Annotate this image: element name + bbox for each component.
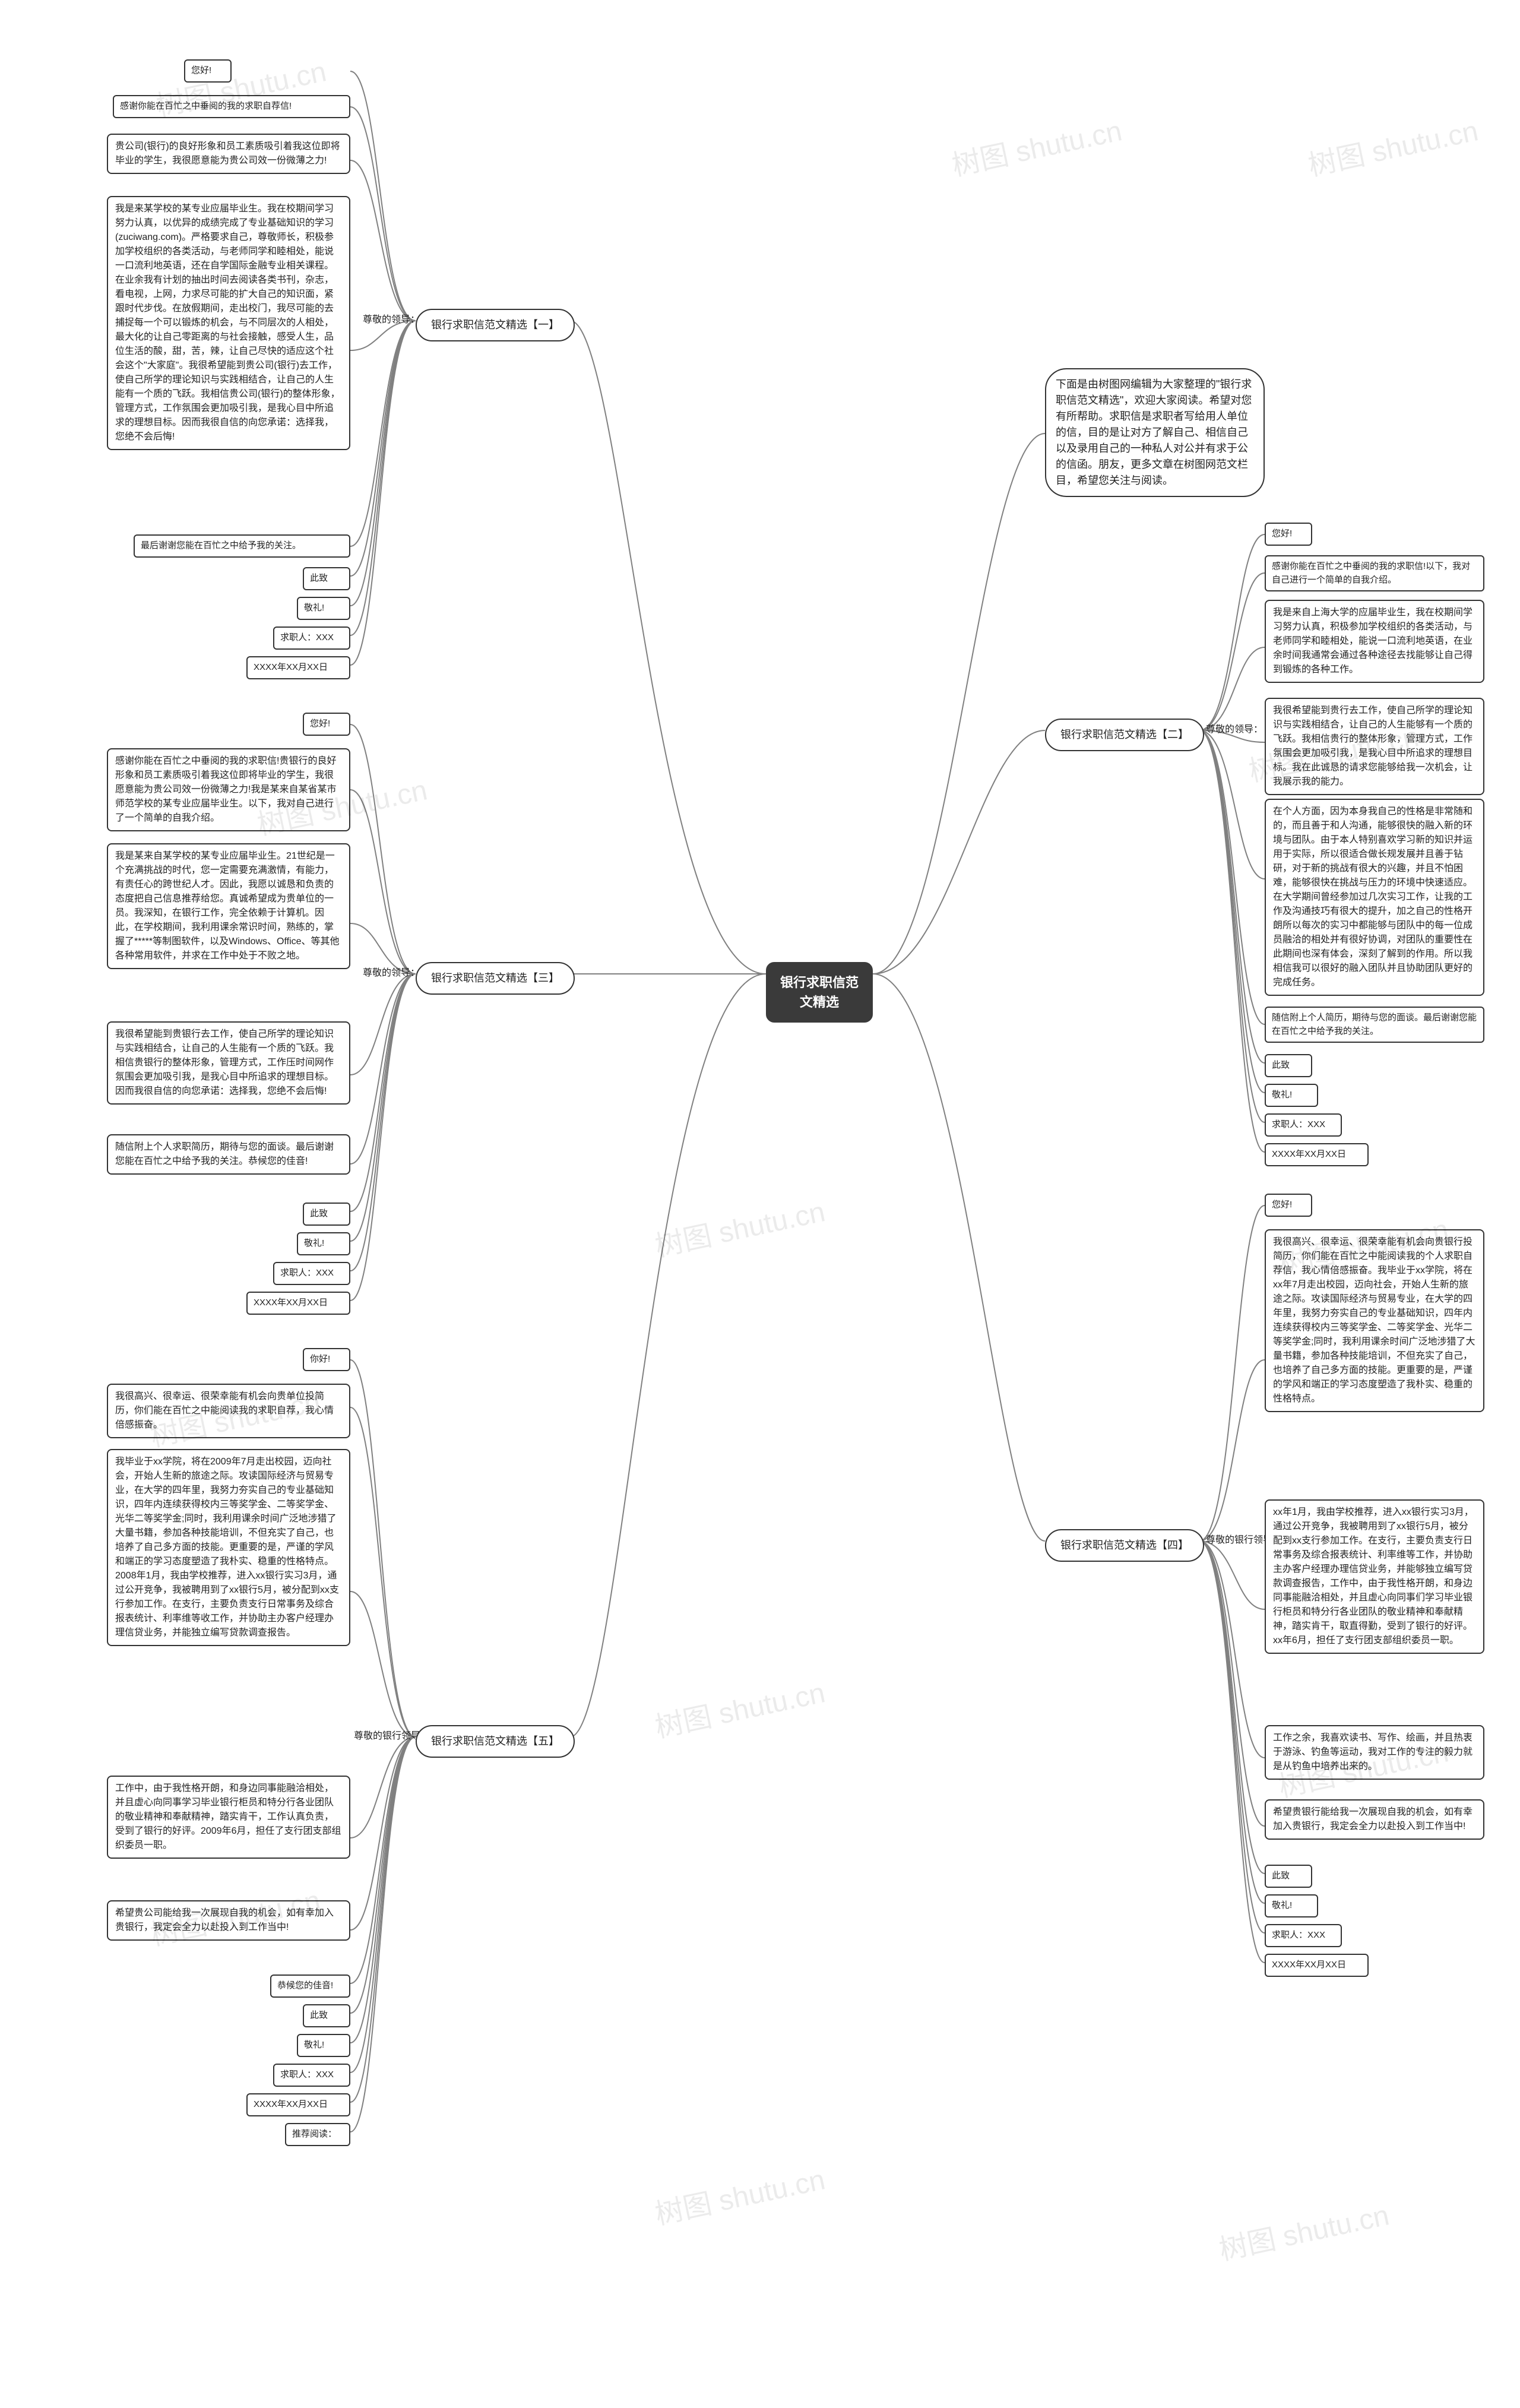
branch-4-item-0: 您好! [1265,1194,1312,1217]
branch-4-item-1: 我很高兴、很幸运、很荣幸能有机会向贵银行投简历，你们能在百忙之中能阅读我的个人求… [1265,1229,1484,1412]
watermark: 树图 shutu.cn [651,1669,828,1746]
watermark: 树图 shutu.cn [948,107,1125,184]
branch-5-item-7: 敬礼! [297,2034,350,2057]
watermark: 树图 shutu.cn [651,1188,828,1265]
branch-5-item-1: 我很高兴、很幸运、很荣幸能有机会向贵单位投简历，你们能在百忙之中能阅读我的求职自… [107,1384,350,1438]
branch-3-item-1: 感谢你能在百忙之中垂阅的我的求职信!贵银行的良好形象和员工素质吸引着我这位即将毕… [107,748,350,831]
branch-1-item-0: 您好! [184,59,232,83]
watermark: 树图 shutu.cn [1215,2192,1392,2268]
root-node[interactable]: 银行求职信范文精选 [766,962,873,1023]
branch-5-item-2: 我毕业于xx学院，将在2009年7月走出校园，迈向社会，开始人生新的旅途之际。攻… [107,1449,350,1646]
branch-4-item-7: 求职人：XXX [1265,1924,1342,1947]
branch-3-item-5: 此致 [303,1203,350,1226]
branch-3-salutation: 尊敬的领导： [359,964,423,983]
branch-1-item-7: 求职人：XXX [273,626,350,650]
branch-1-item-2: 贵公司(银行)的良好形象和员工素质吸引着我这位即将毕业的学生，我很愿意能为贵公司… [107,134,350,174]
branch-2-item-2: 我是来自上海大学的应届毕业生，我在校期间学习努力认真，积极参加学校组织的各类活动… [1265,600,1484,683]
branch-3-title[interactable]: 银行求职信范文精选【三】 [416,962,575,995]
branch-5-item-10: 推荐阅读： [285,2123,350,2146]
branch-3-item-0: 您好! [303,713,350,736]
branch-1-title[interactable]: 银行求职信范文精选【一】 [416,309,575,341]
branch-4-item-3: 工作之余，我喜欢读书、写作、绘画，并且热衷于游泳、钓鱼等运动，我对工作的专注的毅… [1265,1725,1484,1780]
branch-2-item-9: XXXX年XX月XX日 [1265,1143,1369,1166]
branch-5-item-8: 求职人：XXX [273,2064,350,2087]
branch-2-item-1: 感谢你能在百忙之中垂阅的我的求职信!以下，我对自己进行一个简单的自我介绍。 [1265,555,1484,591]
branch-2-item-8: 求职人：XXX [1265,1113,1342,1137]
watermark: 树图 shutu.cn [1304,107,1481,184]
branch-2-item-7: 敬礼! [1265,1084,1318,1107]
branch-2-item-4: 在个人方面，因为本身我自己的性格是非常随和的，而且善于和人沟通，能够很快的融入新… [1265,799,1484,996]
branch-5-item-0: 你好! [303,1348,350,1371]
branch-1-item-1: 感谢你能在百忙之中垂阅的我的求职自荐信! [113,95,350,118]
branch-3-item-8: XXXX年XX月XX日 [246,1292,350,1315]
branch-5-item-4: 希望贵公司能给我一次展现自我的机会，如有幸加入贵银行，我定会全力以赴投入到工作当… [107,1900,350,1941]
branch-5-item-9: XXXX年XX月XX日 [246,2093,350,2116]
branch-3-item-6: 敬礼! [297,1232,350,1255]
branch-5-item-3: 工作中，由于我性格开朗，和身边同事能融洽相处，并且虚心向同事学习毕业银行柜员和特… [107,1776,350,1859]
branch-1-item-3: 我是来某学校的某专业应届毕业生。我在校期间学习努力认真，以优异的成绩完成了专业基… [107,196,350,450]
watermark: 树图 shutu.cn [651,2156,828,2233]
branch-3-item-4: 随信附上个人求职简历，期待与您的面谈。最后谢谢您能在百忙之中给予我的关注。恭候您… [107,1134,350,1175]
branch-4-item-2: xx年1月，我由学校推荐，进入xx银行实习3月，通过公开竞争，我被聘用到了xx银… [1265,1499,1484,1654]
branch-1-item-5: 此致 [303,567,350,590]
branch-5-item-5: 恭候您的佳音! [270,1975,350,1998]
branch-2-salutation: 尊敬的领导： [1202,720,1266,739]
branch-3-item-7: 求职人：XXX [273,1262,350,1285]
branch-2-item-3: 我很希望能到贵行去工作，使自己所学的理论知识与实践相结合，让自己的人生能够有一个… [1265,698,1484,795]
branch-4-item-4: 希望贵银行能给我一次展现自我的机会，如有幸加入贵银行，我定会全力以赴投入到工作当… [1265,1799,1484,1840]
branch-1-item-6: 敬礼! [297,597,350,620]
branch-2-item-5: 随信附上个人简历，期待与您的面谈。最后谢谢您能在百忙之中给予我的关注。 [1265,1007,1484,1043]
branch-3-item-2: 我是某来自某学校的某专业应届毕业生。21世纪是一个充满挑战的时代，您一定需要充满… [107,843,350,969]
branch-2-title[interactable]: 银行求职信范文精选【二】 [1045,719,1204,751]
branch-4-item-5: 此致 [1265,1865,1312,1888]
branch-1-item-4: 最后谢谢您能在百忙之中给予我的关注。 [134,534,350,558]
intro-node: 下面是由树图网编辑为大家整理的"银行求职信范文精选"，欢迎大家阅读。希望对您有所… [1045,368,1265,497]
branch-3-item-3: 我很希望能到贵银行去工作，使自己所学的理论知识与实践相结合，让自己的人生能有一个… [107,1021,350,1105]
branch-4-item-6: 敬礼! [1265,1894,1318,1917]
branch-1-item-8: XXXX年XX月XX日 [246,656,350,679]
branch-2-item-6: 此致 [1265,1054,1312,1077]
branch-2-item-0: 您好! [1265,523,1312,546]
branch-1-salutation: 尊敬的领导： [359,311,423,330]
branch-4-item-8: XXXX年XX月XX日 [1265,1954,1369,1977]
branch-5-item-6: 此致 [303,2004,350,2027]
branch-4-title[interactable]: 银行求职信范文精选【四】 [1045,1529,1204,1562]
branch-5-title[interactable]: 银行求职信范文精选【五】 [416,1725,575,1758]
